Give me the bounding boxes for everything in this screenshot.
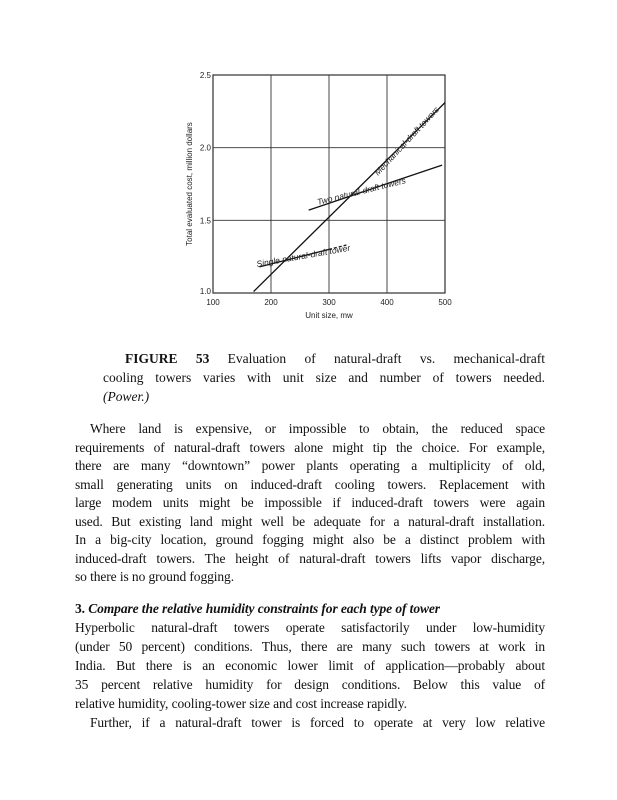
y-tick-label: 2.0 (200, 144, 212, 153)
x-tick-label: 200 (264, 298, 278, 307)
figure-caption: FIGURE 53 Evaluation of natural-draft vs… (103, 349, 545, 406)
text-line: 35 percent relative humidity for design … (75, 677, 545, 692)
x-tick-label: 300 (322, 298, 336, 307)
series-label: Single natural-draft tower (256, 242, 352, 269)
x-axis-label: Unit size, mw (305, 311, 353, 320)
series-label: Two natural-draft towers (316, 175, 407, 207)
x-tick-label: 500 (438, 298, 452, 307)
section-heading: 3. Compare the relative humidity constra… (75, 599, 545, 618)
heading-number: 3. (75, 601, 85, 616)
y-tick-label: 1.0 (200, 287, 212, 296)
paragraph: Further, if a natural-draft tower is for… (75, 713, 545, 732)
caption-source-line: (Power.) (103, 387, 545, 406)
caption-line: Evaluation of natural-draft vs. mechanic… (209, 351, 545, 366)
text-line: (under 50 percent) conditions. Thus, the… (75, 639, 545, 654)
text-line: In a big-city location, ground fogging m… (75, 532, 545, 547)
caption-line: (Power.) (103, 389, 150, 404)
text-line: so there is no ground fogging. (75, 569, 234, 584)
paragraph: Hyperbolic natural-draft towers operate … (75, 618, 545, 713)
text-line: large modem units might be impossible if… (75, 495, 545, 510)
text-line: used. But existing land might well be ad… (75, 513, 545, 529)
series-line-1 (308, 164, 443, 211)
y-axis-label: Total evaluated cost, million dollars (185, 122, 194, 246)
text-line: relative humidity, cooling-tower size an… (75, 696, 407, 711)
heading-line: 3. Compare the relative humidity constra… (75, 599, 545, 618)
text-line: requirements of natural-draft towers alo… (75, 439, 545, 455)
text-line: India. But there is an economic lower li… (75, 658, 545, 673)
paragraph: Where land is expensive, or impossible t… (75, 420, 545, 587)
x-tick-label: 400 (380, 298, 394, 307)
cost-vs-unit-size-chart: 100 200 300 400 500 1.0 1.5 2.0 2.5 Mechanical-d… (185, 71, 452, 320)
series-label: Mechanical-draft towers (372, 104, 441, 177)
text-line: Where land is expensive, or impossible t… (90, 421, 545, 436)
series-line-2 (328, 244, 347, 251)
figure-label: FIGURE 53 (125, 351, 210, 366)
y-tick-label: 2.5 (200, 71, 212, 80)
text-line: there are many “downtown” power plants o… (75, 458, 545, 473)
y-tick-label: 1.5 (200, 216, 212, 225)
text-line: small generating units on induced-draft … (75, 476, 545, 492)
text-line: Hyperbolic natural-draft towers operate … (75, 620, 545, 635)
text-line: Further, if a natural-draft tower is for… (90, 715, 545, 730)
caption-line: cooling towers varies with unit size and… (103, 370, 545, 385)
x-tick-label: 100 (206, 298, 220, 307)
series-line-2 (259, 248, 330, 268)
heading-text: Compare the relative humidity constraint… (84, 601, 440, 616)
text-line: induced-draft towers. The height of natu… (75, 550, 545, 566)
caption-first-line: FIGURE 53 Evaluation of natural-draft vs… (103, 349, 545, 368)
